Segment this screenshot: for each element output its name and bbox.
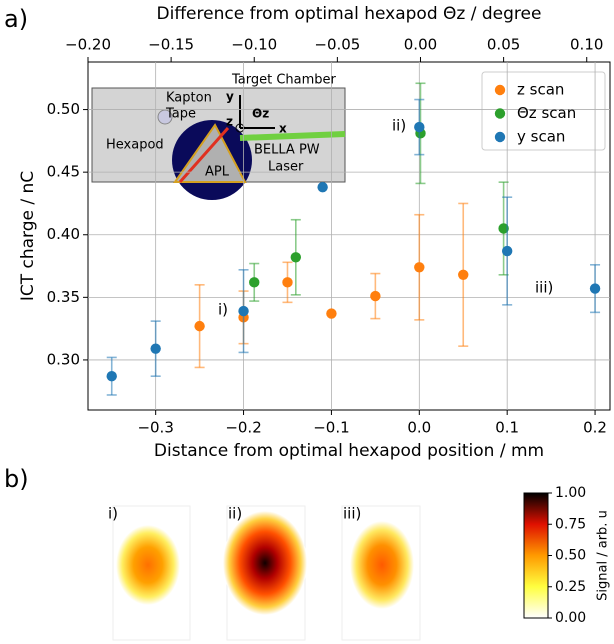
x2-tick-label: 0.10	[570, 36, 603, 54]
data-point	[290, 252, 302, 263]
inset-label: z	[226, 115, 233, 129]
colorbar-tick-label: 0.75	[555, 516, 586, 532]
legend-box	[481, 71, 606, 151]
data-point	[194, 320, 205, 332]
kapton-icon	[157, 109, 173, 125]
x2-tick-label: −0.20	[65, 36, 111, 54]
y-tick-label: 0.45	[47, 163, 80, 181]
x2-tick-label: 0.05	[487, 36, 520, 54]
data-point	[458, 269, 469, 281]
data-point	[282, 277, 293, 288]
colorbar-tick-label: 1.00	[555, 485, 586, 501]
apl-line	[178, 127, 230, 183]
inset-label: y	[226, 90, 234, 104]
x2-tick-label: −0.15	[148, 36, 194, 54]
y-tick-label: 0.30	[47, 350, 80, 368]
x-tick-label: 0.0	[407, 419, 431, 437]
inset	[91, 87, 346, 200]
annotation: ii)	[392, 117, 406, 135]
data-point	[249, 277, 260, 288]
data-point	[150, 343, 161, 354]
colorbar-label: Signal / arb. u	[596, 510, 611, 601]
inset-label: Target Chamber	[231, 73, 337, 88]
x2-tick-label: −0.10	[231, 36, 277, 54]
beam-image	[116, 525, 180, 605]
data-point	[414, 121, 425, 133]
x2-tick-label: −0.05	[314, 36, 360, 54]
axis-origin	[235, 123, 245, 133]
legend-label: y scan	[517, 128, 565, 146]
panel-label: i)	[108, 505, 118, 523]
inset-label: BELLA PW	[254, 143, 320, 158]
laser-beam	[239, 131, 346, 141]
x-tick-label: −0.2	[225, 419, 261, 437]
data-point	[498, 223, 509, 234]
panel-label: a)	[4, 5, 28, 33]
annotation: i)	[218, 301, 228, 319]
inset-label: x	[279, 122, 287, 136]
x-tick-label: 0.2	[583, 419, 607, 437]
panel-label: b)	[4, 465, 29, 493]
inset-label: Kapton	[166, 91, 212, 106]
inset-label: APL	[205, 165, 230, 180]
x2-tick-label: 0.00	[404, 36, 437, 54]
data-point	[106, 371, 117, 382]
legend-label: Θz scan	[517, 104, 576, 122]
data-point	[238, 305, 249, 317]
legend-marker	[494, 131, 506, 143]
inset-label: Laser	[268, 160, 304, 175]
y-tick-label: 0.50	[47, 100, 80, 118]
inset-label: Hexapod	[106, 138, 164, 153]
beam-image	[223, 511, 307, 615]
panel-label: iii)	[343, 505, 361, 523]
y-tick-label: 0.35	[47, 288, 80, 306]
data-point	[414, 262, 425, 273]
colorbar-tick-label: 0.25	[555, 579, 586, 595]
legend-label: z scan	[517, 81, 564, 99]
legend-marker	[494, 84, 506, 96]
data-point	[370, 290, 381, 302]
data-point	[589, 283, 601, 294]
y-tick-label: 0.40	[47, 225, 80, 243]
annotation: iii)	[535, 279, 553, 297]
beam-image	[350, 521, 414, 609]
x-tick-label: −0.3	[137, 419, 173, 437]
colorbar-tick-label: 0.00	[555, 610, 586, 626]
y-axis-label: ICT charge / nC	[18, 171, 38, 301]
x2-axis-label: Difference from optimal hexapod Θz / deg…	[157, 4, 542, 24]
colorbar	[523, 492, 549, 619]
x-tick-label: −0.1	[313, 419, 349, 437]
data-point	[317, 181, 328, 193]
plot-frame	[87, 61, 611, 411]
inset-label: Tape	[165, 107, 196, 122]
inset-label: Θz	[252, 107, 269, 121]
data-point	[501, 245, 513, 257]
legend-marker	[494, 108, 506, 119]
x-tick-label: 0.1	[495, 419, 519, 437]
x-axis-label: Distance from optimal hexapod position /…	[154, 441, 544, 461]
colorbar-tick-label: 0.50	[555, 548, 586, 564]
data-point	[326, 308, 337, 319]
panel-label: ii)	[228, 505, 242, 523]
